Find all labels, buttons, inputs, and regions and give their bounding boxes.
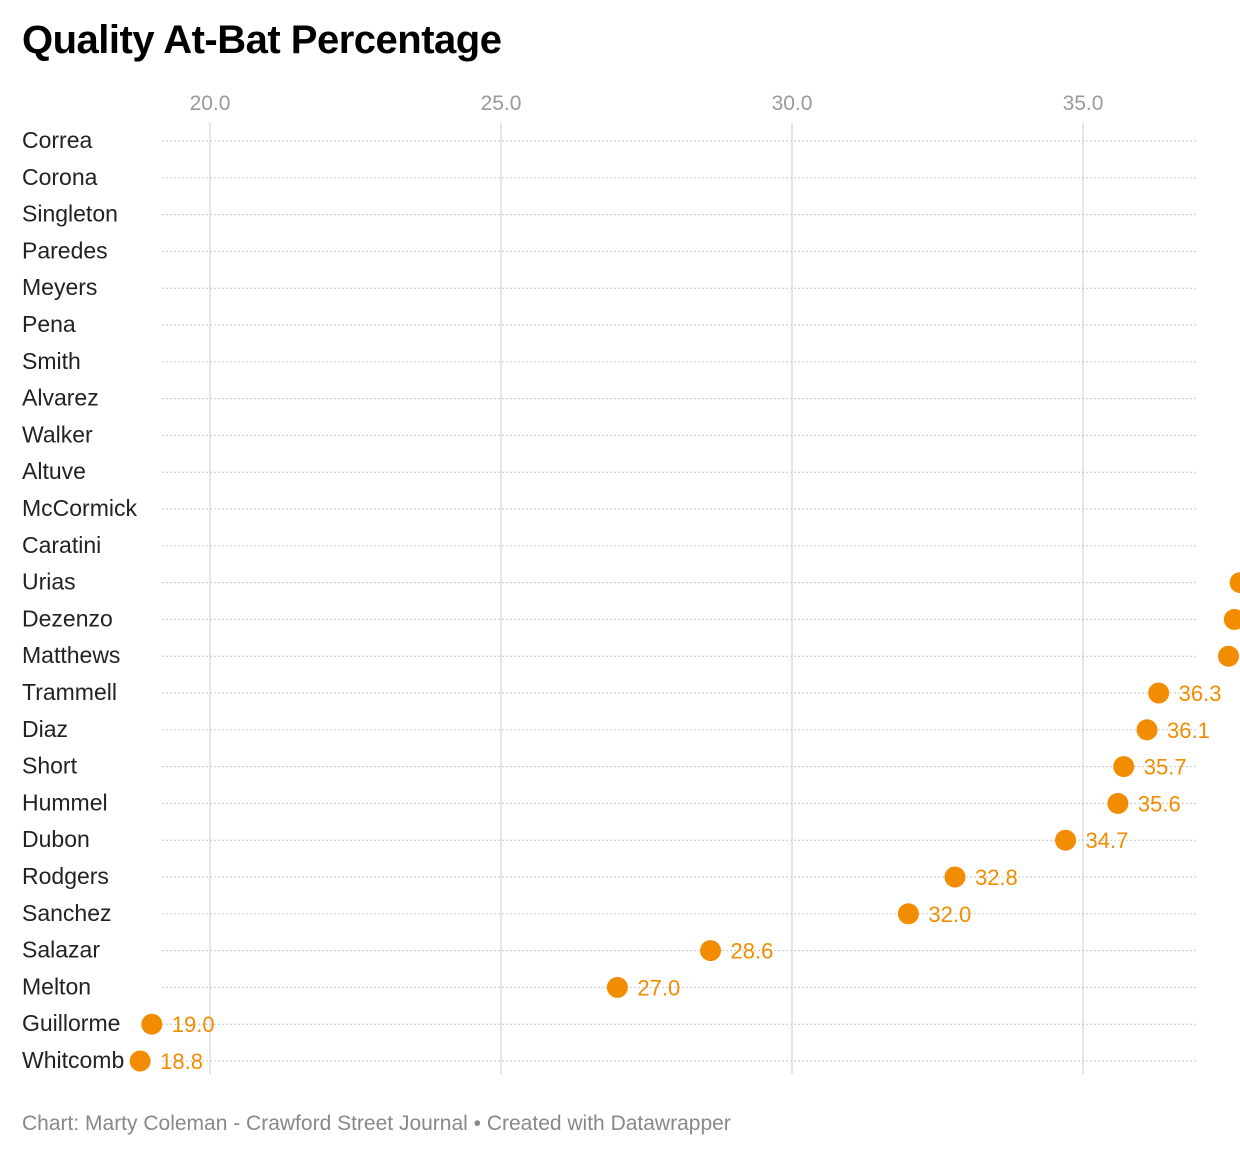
value-label: 32.0 [928, 902, 971, 927]
row-label: Hummel [22, 789, 108, 815]
row-label: Walker [22, 421, 93, 447]
row-label: Diaz [22, 716, 68, 742]
data-dot [1136, 719, 1158, 741]
row-label: Short [22, 753, 78, 779]
grid-lines [209, 123, 1084, 1074]
data-dot [1218, 645, 1239, 667]
x-tick-label: 20.0 [190, 92, 231, 115]
data-dot [944, 866, 966, 888]
row-label: Urias [22, 569, 76, 595]
data-dot [700, 940, 722, 962]
value-label: 19.0 [172, 1012, 215, 1037]
row-label: Guillorme [22, 1010, 120, 1036]
data-dot [1223, 608, 1240, 630]
value-labels: 51.650.044.443.542.942.341.640.539.639.2… [160, 681, 1222, 1074]
row-label: Paredes [22, 237, 108, 263]
value-label: 18.8 [160, 1049, 203, 1074]
data-dot [129, 1050, 151, 1072]
x-axis-ticks: 20.025.030.035.040.045.050.0 [190, 92, 1104, 115]
row-label: Melton [22, 973, 91, 999]
row-label: Corona [22, 164, 98, 190]
value-label: 36.3 [1179, 681, 1222, 706]
x-tick-label: 30.0 [772, 92, 813, 115]
row-label: Whitcomb [22, 1047, 124, 1073]
row-label: Altuve [22, 458, 86, 484]
row-label: Dubon [22, 826, 90, 852]
row-label: Caratini [22, 532, 101, 558]
row-label: McCormick [22, 495, 137, 521]
data-dot [1148, 682, 1170, 704]
data-dot [1055, 829, 1077, 851]
row-label: Matthews [22, 642, 120, 668]
value-label: 34.7 [1086, 828, 1129, 853]
row-label: Singleton [22, 201, 118, 227]
value-label: 36.1 [1167, 718, 1210, 743]
row-label: Pena [22, 311, 76, 337]
row-label: Salazar [22, 937, 100, 963]
value-label: 27.0 [637, 975, 680, 1000]
x-tick-label: 35.0 [1063, 92, 1104, 115]
value-label: 28.6 [731, 939, 774, 964]
value-label: 35.6 [1138, 791, 1181, 816]
row-label: Trammell [22, 679, 117, 705]
data-dot [1229, 572, 1240, 594]
row-label: Sanchez [22, 900, 112, 926]
value-label: 32.8 [975, 865, 1018, 890]
value-label: 35.7 [1144, 755, 1187, 780]
row-labels: Correa Corona Singleton Paredes Meyers Pena Sm… [22, 127, 137, 1073]
data-dot [1107, 792, 1129, 814]
row-label: Correa [22, 127, 93, 153]
row-lines [162, 140, 1196, 1062]
chart-title: Quality At-Bat Percentage [22, 18, 502, 62]
chart-footer: Chart: Marty Coleman - Crawford Street J… [22, 1112, 731, 1135]
data-dot [897, 903, 919, 925]
data-dot [606, 976, 628, 998]
data-dot [141, 1013, 163, 1035]
row-label: Rodgers [22, 863, 109, 889]
data-dots [129, 572, 1240, 1072]
x-tick-label: 25.0 [481, 92, 522, 115]
dot-plot-chart: 20.025.030.035.040.045.050.0 CorreaCoron… [22, 92, 1240, 1074]
row-label: Dezenzo [22, 605, 113, 631]
row-label: Alvarez [22, 385, 99, 411]
row-label: Smith [22, 348, 81, 374]
data-dot [1113, 756, 1135, 778]
row-label: Meyers [22, 274, 97, 300]
